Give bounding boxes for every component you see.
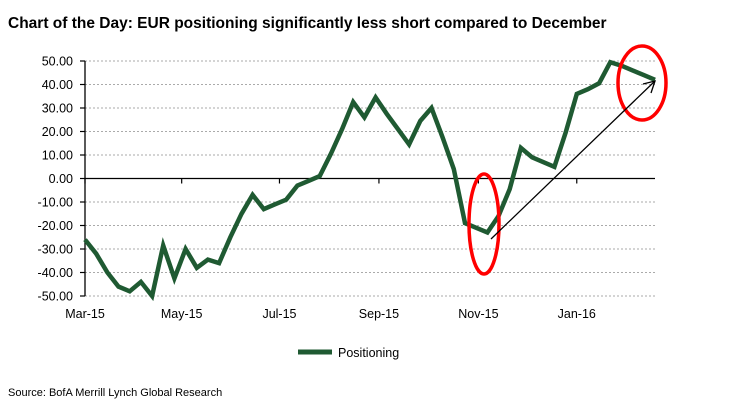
y-axis: 50.00 40.00 30.00 20.00 10.00 0.00 -10.00 -20.0…: [38, 55, 86, 304]
x-tick-label: Jul-15: [262, 307, 296, 321]
y-tick-label: 20.00: [42, 125, 73, 139]
series-line-positioning: [83, 59, 656, 302]
annotation-arrow: [490, 80, 656, 240]
y-tick-label: 0.00: [49, 172, 73, 186]
y-tick-label: 50.00: [42, 55, 73, 69]
x-tick-label: Nov-15: [458, 307, 498, 321]
x-tick-label: Sep-15: [359, 307, 399, 321]
y-tick-label: 40.00: [42, 78, 73, 92]
x-tick-label: May-15: [161, 307, 203, 321]
y-tick-label: 30.00: [42, 102, 73, 116]
y-tick-label: -40.00: [38, 266, 73, 280]
arrow-head-icon: [642, 80, 656, 94]
y-tick-label: -30.00: [38, 243, 73, 257]
annotation-ellipse-latest: [616, 44, 668, 122]
x-tick-label: Mar-15: [65, 307, 105, 321]
y-tick-label: -20.00: [38, 219, 73, 233]
source-note: Source: BofA Merrill Lynch Global Resear…: [8, 387, 222, 399]
annotation-ellipse-nov: [467, 172, 501, 276]
legend: Positioning: [298, 346, 399, 360]
chart-title: Chart of the Day: EUR positioning signif…: [8, 15, 607, 32]
x-axis: Mar-15 May-15 Jul-15 Sep-15 Nov-15 Jan-16: [65, 177, 655, 321]
y-tick-label: -50.00: [38, 290, 73, 304]
series-group: [83, 59, 656, 302]
y-tick-label: 10.00: [42, 149, 73, 163]
y-tick-label: -10.00: [38, 196, 73, 210]
x-tick-label: Jan-16: [558, 307, 596, 321]
legend-label: Positioning: [338, 346, 399, 360]
annotations: [467, 44, 668, 276]
